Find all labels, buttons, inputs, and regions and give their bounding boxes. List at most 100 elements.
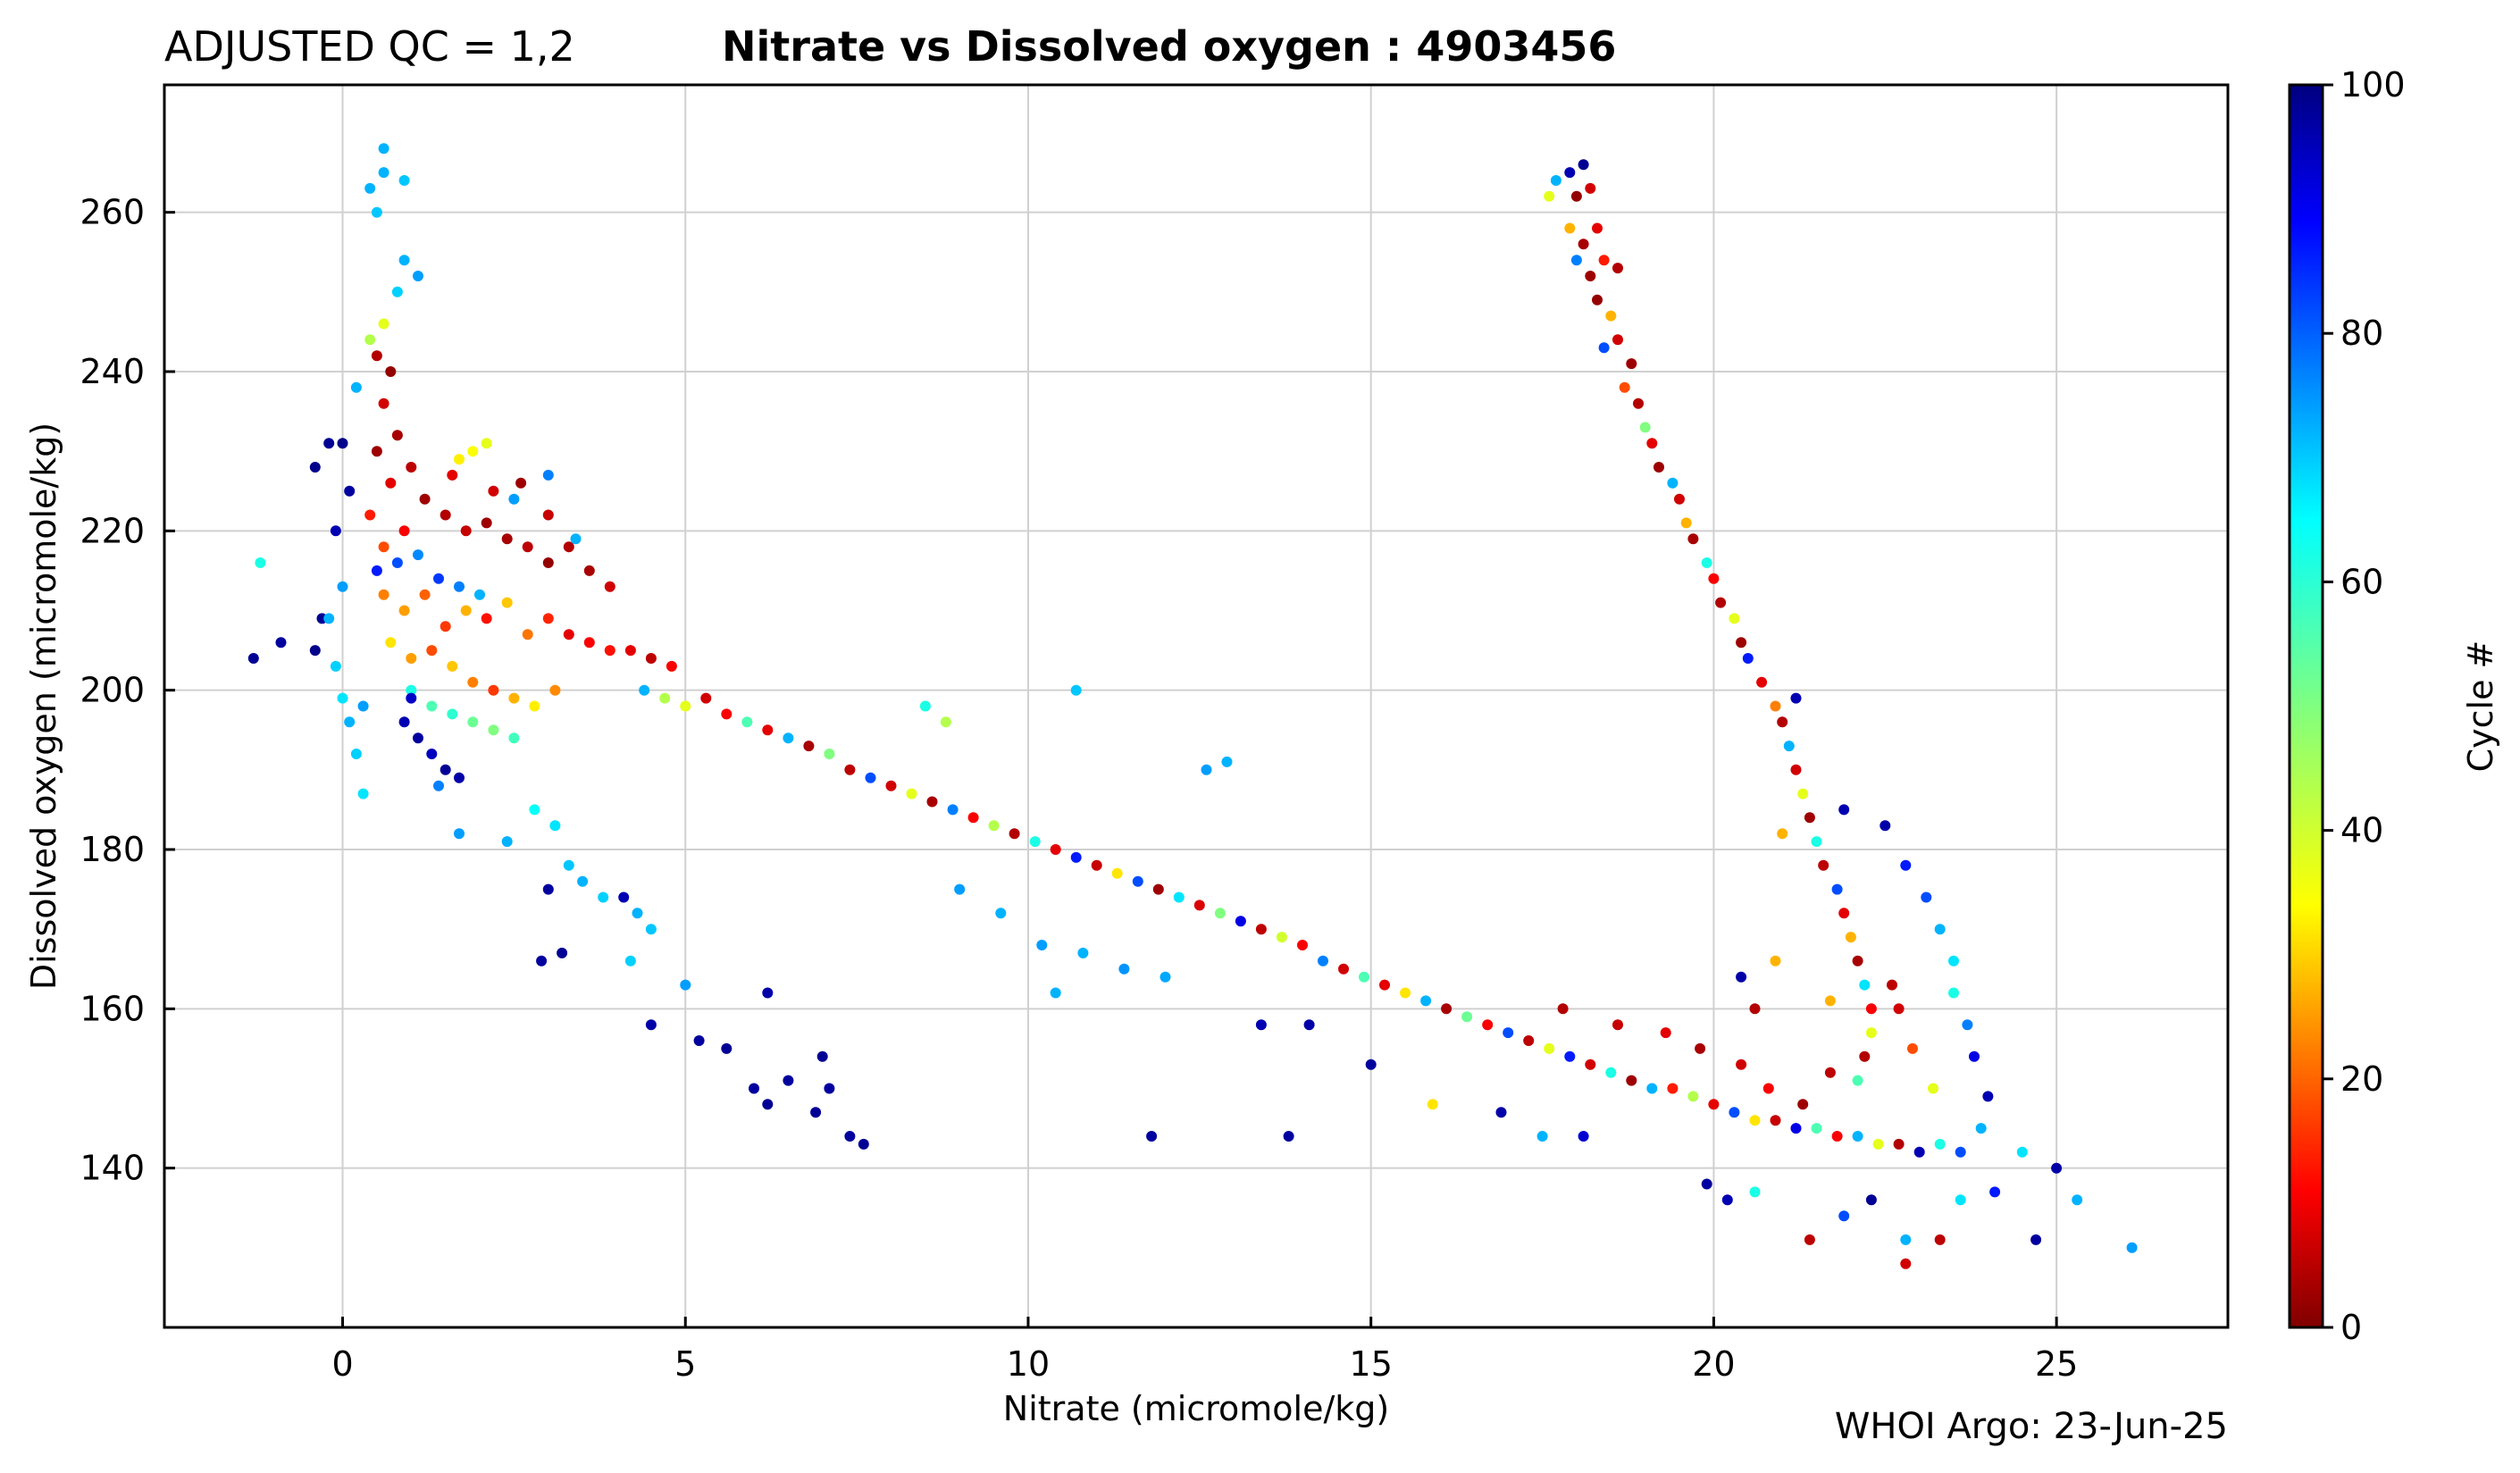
data-point	[1811, 1123, 1822, 1134]
data-point	[563, 859, 574, 871]
data-point	[398, 716, 410, 728]
data-point	[988, 820, 1000, 832]
data-point	[1598, 255, 1610, 266]
data-point	[885, 780, 897, 791]
data-point	[1852, 1131, 1863, 1142]
data-point	[1680, 517, 1692, 529]
data-point	[391, 286, 403, 297]
data-point	[413, 271, 423, 281]
x-axis-label: Nitrate (micromole/kg)	[1003, 1389, 1389, 1428]
data-point	[1893, 1138, 1905, 1150]
data-point	[1036, 940, 1048, 950]
data-point	[1777, 828, 1788, 840]
colorbar	[2288, 83, 2324, 1329]
data-point	[1585, 182, 1596, 194]
colorbar-tick-label: 60	[2340, 562, 2383, 601]
data-point	[447, 660, 458, 672]
data-point	[1585, 271, 1596, 281]
data-point	[1152, 883, 1164, 895]
y-tick-label: 180	[80, 830, 145, 869]
data-point	[1297, 940, 1308, 950]
data-point	[1318, 955, 1328, 967]
data-point	[515, 477, 527, 489]
data-point	[1111, 867, 1123, 879]
data-point	[1708, 1099, 1720, 1110]
data-point	[1461, 1011, 1473, 1023]
data-point	[1400, 987, 1411, 999]
x-tick-label: 5	[674, 1344, 696, 1384]
data-point	[378, 589, 389, 600]
colorbar-ticks: 0 20 40 60 80 100	[2323, 65, 2406, 1347]
data-point	[1283, 1131, 1294, 1142]
data-point	[2051, 1162, 2063, 1174]
data-point	[557, 947, 568, 958]
data-point	[454, 772, 465, 783]
data-point	[947, 804, 959, 816]
data-point	[604, 645, 615, 657]
data-point	[1687, 533, 1699, 545]
data-point	[440, 509, 451, 521]
data-point	[940, 716, 951, 728]
data-point	[1804, 812, 1815, 824]
data-point	[1687, 1091, 1699, 1102]
data-point	[426, 749, 438, 759]
data-point	[1824, 995, 1836, 1007]
data-point	[1605, 1067, 1617, 1078]
data-point	[693, 1035, 705, 1046]
data-point	[454, 454, 465, 465]
data-point	[1070, 851, 1082, 863]
data-point	[364, 182, 376, 194]
data-point	[247, 653, 259, 664]
data-point	[1570, 190, 1582, 202]
data-point	[2016, 1146, 2028, 1158]
colorbar-tick-label: 100	[2340, 65, 2406, 105]
data-point	[440, 621, 451, 632]
data-point	[1379, 979, 1390, 991]
y-axis-label: Dissolved oxygen (micromole/kg)	[24, 423, 63, 990]
data-point	[406, 653, 417, 664]
data-point	[1982, 1091, 1994, 1102]
data-point	[406, 462, 417, 473]
data-point	[398, 525, 410, 537]
data-point	[406, 684, 417, 696]
data-point	[1818, 859, 1829, 871]
data-point	[1420, 995, 1432, 1007]
data-point	[378, 398, 389, 409]
data-point	[344, 716, 356, 728]
data-point	[378, 318, 389, 330]
data-point	[1900, 1234, 1912, 1245]
data-point	[1928, 1083, 1938, 1094]
data-point	[1660, 1027, 1671, 1039]
data-point	[1770, 955, 1781, 967]
data-point	[1077, 947, 1089, 958]
data-point	[1303, 1019, 1315, 1031]
data-point	[844, 764, 856, 775]
data-point	[1900, 859, 1912, 871]
data-point	[323, 613, 335, 624]
data-point	[1921, 891, 1932, 903]
data-point	[1070, 684, 1082, 696]
data-point	[919, 700, 931, 712]
data-point	[529, 700, 540, 712]
data-point	[357, 788, 369, 799]
data-point	[1865, 1003, 1877, 1015]
data-point	[1790, 764, 1802, 775]
colorbar-tick-label: 0	[2340, 1308, 2362, 1347]
data-point	[1214, 908, 1226, 919]
data-point	[447, 469, 458, 481]
data-point	[1557, 1003, 1569, 1015]
data-point	[816, 1050, 828, 1062]
data-point	[1852, 955, 1863, 967]
data-point	[721, 708, 733, 720]
data-point	[926, 796, 938, 808]
data-point	[1859, 979, 1871, 991]
data-point	[1193, 900, 1205, 911]
data-point	[1550, 175, 1561, 186]
data-point	[810, 1107, 822, 1118]
data-point	[1482, 1019, 1494, 1031]
data-point	[995, 908, 1007, 919]
data-point	[1701, 1178, 1712, 1190]
data-point	[680, 979, 691, 991]
data-point	[1783, 741, 1795, 752]
data-point	[783, 732, 794, 744]
